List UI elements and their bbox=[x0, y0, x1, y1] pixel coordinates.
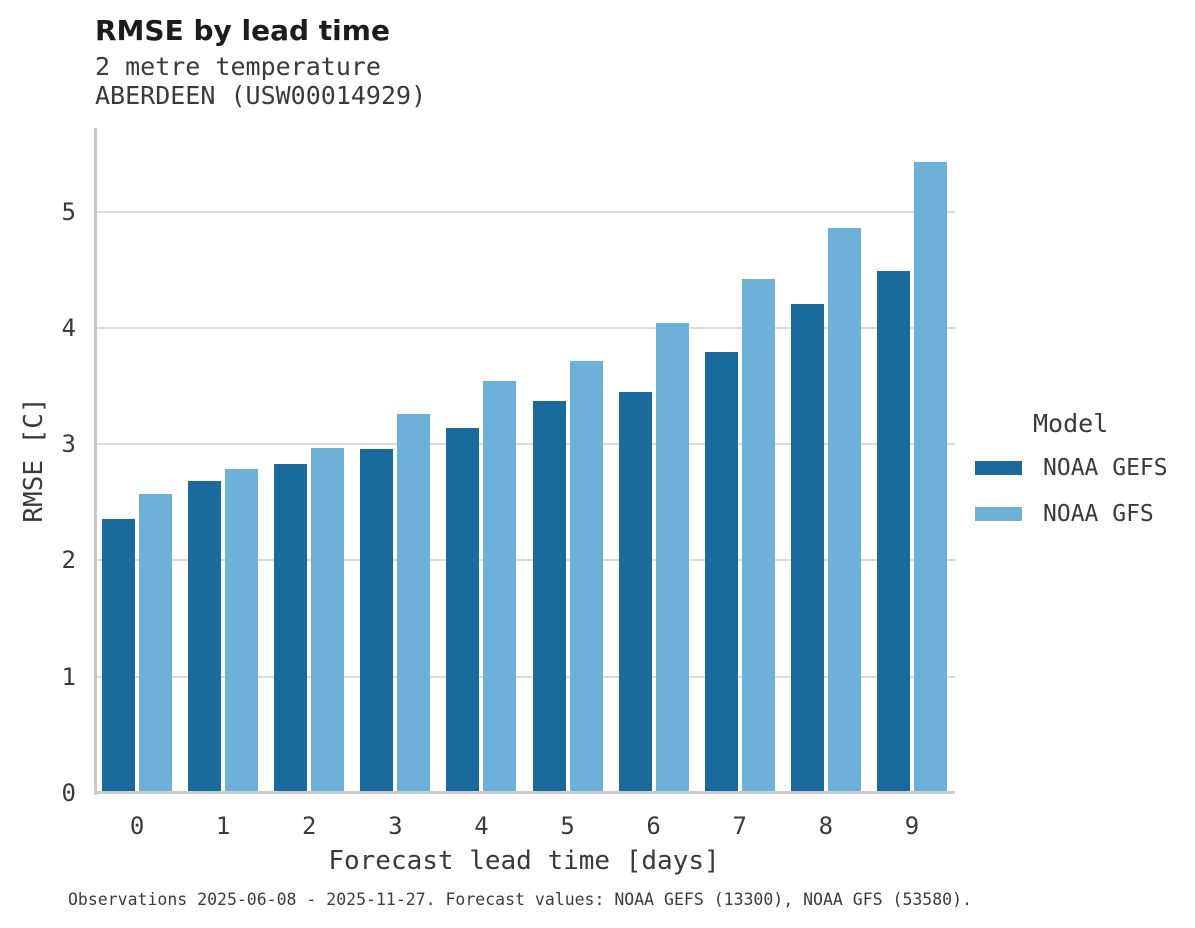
chart-subtitle-variable: 2 metre temperature bbox=[95, 52, 381, 81]
bar-noaa-gefs-lead-4 bbox=[446, 427, 480, 793]
bar-noaa-gefs-lead-7 bbox=[704, 352, 738, 793]
gridline bbox=[94, 559, 955, 562]
legend-label-gfs: NOAA GFS bbox=[1043, 501, 1154, 527]
x-axis-spine bbox=[94, 791, 955, 794]
bar-noaa-gfs-lead-2 bbox=[311, 447, 345, 793]
bar-noaa-gfs-lead-0 bbox=[139, 494, 173, 793]
y-tick-label: 2 bbox=[61, 546, 76, 575]
legend-title: Model bbox=[1033, 409, 1109, 438]
x-tick-label: 1 bbox=[215, 812, 231, 840]
legend-entry-gfs: NOAA GFS bbox=[975, 501, 1190, 527]
x-tick-label: 7 bbox=[732, 812, 747, 840]
x-tick-label: 2 bbox=[302, 812, 317, 840]
x-tick-label: 4 bbox=[474, 812, 489, 840]
y-axis-label: RMSE [C] bbox=[19, 397, 49, 523]
bar-noaa-gfs-lead-6 bbox=[655, 323, 689, 793]
chart-subtitle-station: ABERDEEN (USW00014929) bbox=[95, 81, 427, 110]
bar-noaa-gefs-lead-2 bbox=[274, 464, 308, 793]
gridline bbox=[94, 443, 955, 446]
legend: Model NOAA GEFS NOAA GFS bbox=[975, 410, 1190, 527]
bar-noaa-gfs-lead-4 bbox=[483, 381, 517, 793]
x-tick-label: 5 bbox=[560, 812, 575, 840]
bar-noaa-gfs-lead-3 bbox=[397, 414, 431, 793]
y-tick-label: 1 bbox=[61, 662, 76, 691]
plot-area bbox=[94, 128, 955, 793]
legend-swatch-gfs bbox=[975, 507, 1022, 521]
x-tick-label: 0 bbox=[129, 812, 145, 840]
x-tick-label: 8 bbox=[818, 812, 834, 840]
bar-noaa-gefs-lead-8 bbox=[790, 303, 824, 793]
y-tick-label: 4 bbox=[61, 313, 76, 342]
bar-noaa-gfs-lead-8 bbox=[827, 227, 861, 793]
y-tick-label: 3 bbox=[61, 430, 76, 459]
x-tick-label: 6 bbox=[646, 812, 661, 840]
gridline bbox=[94, 210, 955, 213]
legend-swatch-gefs bbox=[975, 461, 1022, 475]
x-tick-label: 9 bbox=[904, 812, 920, 840]
x-axis-label: Forecast lead time [days] bbox=[328, 846, 720, 876]
bar-noaa-gfs-lead-9 bbox=[913, 161, 947, 793]
gridline bbox=[94, 675, 955, 678]
bar-noaa-gefs-lead-9 bbox=[876, 271, 910, 793]
y-tick-label: 5 bbox=[61, 197, 76, 226]
gridline bbox=[94, 326, 955, 329]
caption: Observations 2025-06-08 - 2025-11-27. Fo… bbox=[68, 890, 972, 909]
y-tick-label: 0 bbox=[61, 779, 76, 807]
y-axis-spine bbox=[94, 128, 97, 795]
chart-title: RMSE by lead time bbox=[95, 14, 390, 47]
bar-noaa-gefs-lead-5 bbox=[532, 401, 566, 793]
bar-noaa-gfs-lead-1 bbox=[225, 468, 259, 793]
bar-noaa-gfs-lead-5 bbox=[569, 360, 603, 793]
bar-noaa-gfs-lead-7 bbox=[741, 279, 775, 793]
legend-entry-gefs: NOAA GEFS bbox=[975, 455, 1190, 481]
legend-label-gefs: NOAA GEFS bbox=[1043, 455, 1168, 481]
x-tick-label: 3 bbox=[388, 812, 403, 840]
bar-noaa-gefs-lead-6 bbox=[618, 391, 652, 793]
bar-noaa-gefs-lead-0 bbox=[102, 518, 136, 793]
bar-noaa-gefs-lead-3 bbox=[360, 448, 394, 793]
bar-noaa-gefs-lead-1 bbox=[188, 481, 222, 793]
